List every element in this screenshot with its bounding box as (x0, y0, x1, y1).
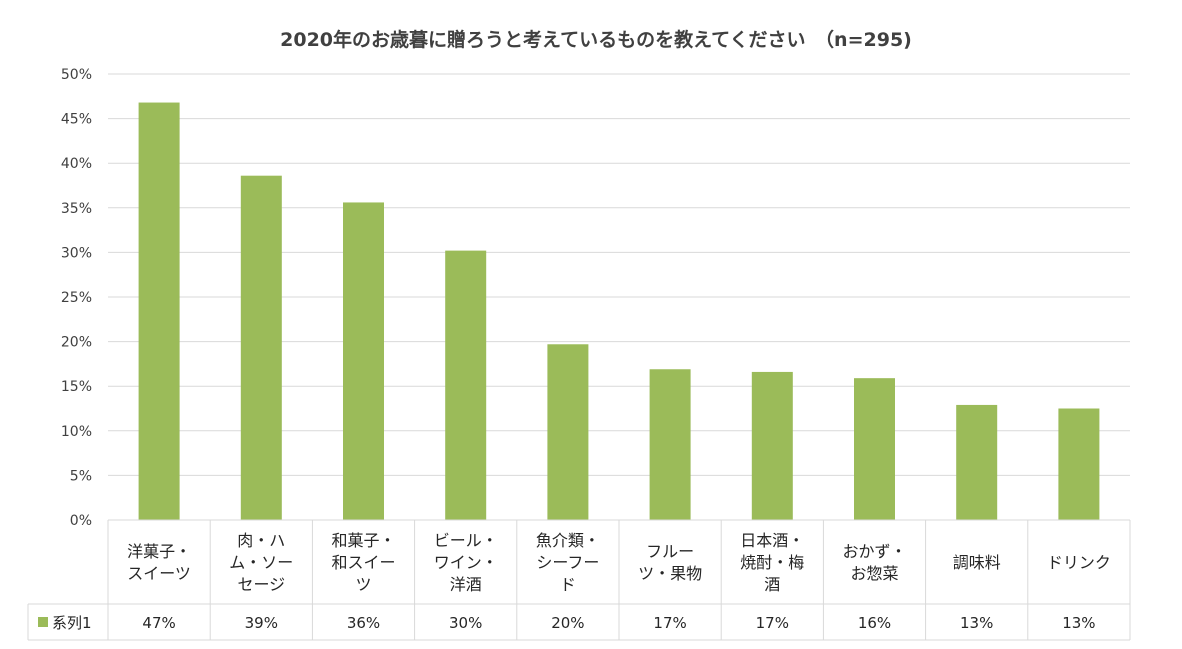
category-label: 和菓子・ (331, 531, 395, 550)
legend-label: 系列1 (52, 614, 92, 632)
bar (854, 378, 895, 520)
y-tick-label: 25% (61, 290, 92, 306)
value-label: 16% (858, 614, 891, 632)
value-label: 13% (960, 614, 993, 632)
category-label: 魚介類・ (536, 531, 600, 550)
category-label: おかず・ (842, 542, 906, 561)
bar (445, 250, 487, 520)
y-tick-label: 0% (70, 513, 92, 529)
category-label: お惣菜 (850, 564, 898, 583)
value-label: 36% (347, 614, 380, 632)
category-label: ツ・果物 (638, 564, 702, 583)
value-label: 39% (245, 614, 278, 632)
category-label: 肉・ハ (237, 531, 285, 550)
y-tick-label: 35% (61, 201, 92, 217)
y-tick-label: 20% (61, 335, 92, 351)
category-label: スイーツ (127, 564, 191, 583)
bars (138, 102, 1100, 521)
value-label: 20% (551, 614, 584, 632)
category-label: ム・ソー (229, 553, 293, 572)
category-label: シーフー (536, 553, 599, 572)
category-label: ドリンク (1047, 553, 1111, 572)
bar (343, 202, 384, 520)
bar (649, 369, 691, 520)
value-label: 47% (142, 614, 175, 632)
bar (751, 371, 793, 520)
category-label: フルー (646, 542, 694, 561)
category-label: ド (560, 575, 576, 594)
category-label: ワイン・ (434, 553, 498, 572)
bar (240, 175, 282, 521)
legend-swatch (38, 617, 48, 627)
bar (138, 102, 180, 520)
category-label: 日本酒・ (740, 531, 804, 550)
y-tick-label: 10% (61, 424, 92, 440)
value-label: 30% (449, 614, 482, 632)
bar (956, 404, 998, 520)
y-tick-label: 50% (61, 67, 92, 83)
category-label: 焼酎・梅 (740, 553, 804, 572)
y-tick-label: 40% (61, 156, 92, 172)
value-label: 17% (756, 614, 789, 632)
bar (547, 344, 589, 520)
category-label: ツ (355, 575, 371, 594)
category-label: ビール・ (434, 531, 498, 550)
value-label: 13% (1062, 614, 1095, 632)
y-tick-label: 30% (61, 245, 92, 261)
category-label: セージ (237, 575, 285, 594)
category-label: 洋菓子・ (127, 542, 191, 561)
chart-title: 2020年のお歳暮に贈ろうと考えているものを教えてください （n=295) (280, 28, 912, 51)
y-axis: 0% 5% 10% 15% 20% 25% 30% 35% 40% 45% 50% (61, 67, 92, 529)
value-label: 17% (653, 614, 686, 632)
category-label: 和スイー (331, 553, 395, 572)
y-tick-label: 15% (61, 379, 92, 395)
category-label: 洋酒 (450, 575, 482, 594)
y-tick-label: 5% (70, 468, 92, 484)
bar (1058, 408, 1100, 520)
y-tick-label: 45% (61, 112, 92, 128)
category-label: 調味料 (953, 553, 1001, 572)
category-label: 酒 (764, 575, 780, 594)
